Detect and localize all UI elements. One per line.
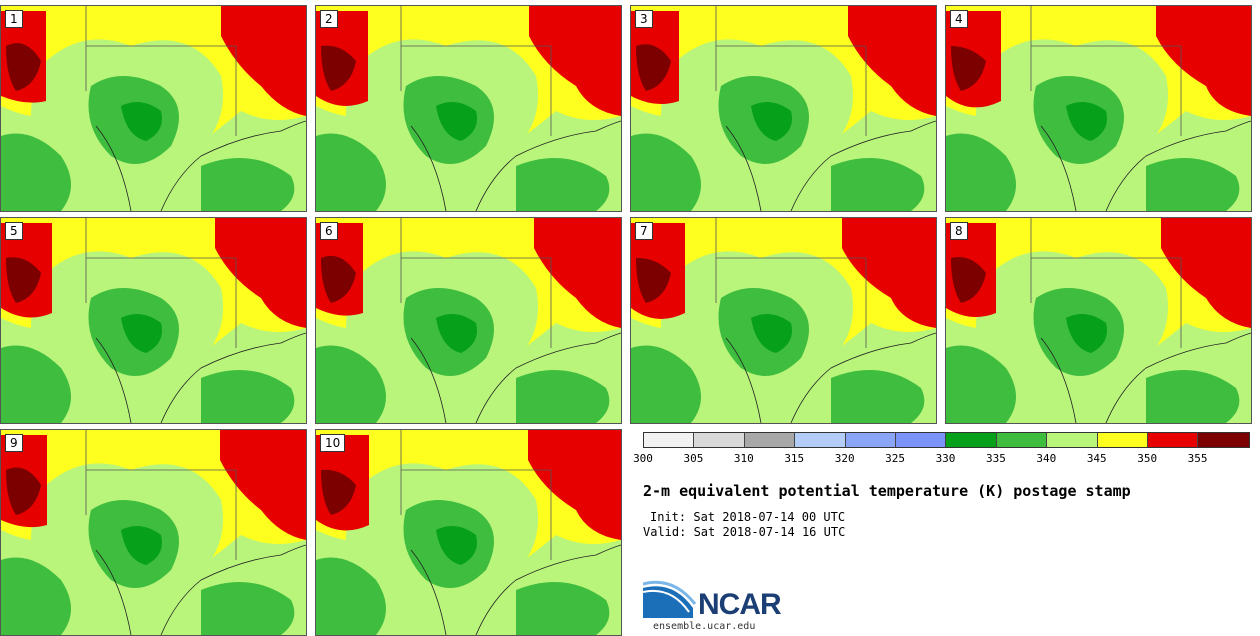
ensemble-member-panel: 9 <box>0 429 307 636</box>
colorbar-segment <box>946 433 997 447</box>
colorbar-tick-label: 340 <box>1036 452 1057 465</box>
colorbar-segment <box>1047 433 1098 447</box>
colorbar-segment <box>744 433 796 447</box>
ensemble-member-panel: 8 <box>945 217 1252 424</box>
colorbar-segment <box>644 433 695 447</box>
colorbar-tick-label: 300 <box>633 452 653 465</box>
member-number-label: 8 <box>950 222 968 240</box>
colorbar-tick-label: 320 <box>834 452 855 465</box>
valid-time: Valid: Sat 2018-07-14 16 UTC <box>643 525 846 539</box>
member-number-label: 6 <box>320 222 338 240</box>
member-number-label: 5 <box>5 222 23 240</box>
chart-title: 2-m equivalent potential temperature (K)… <box>643 482 1131 500</box>
member-number-label: 1 <box>5 10 23 28</box>
ensemble-member-panel: 3 <box>630 5 937 212</box>
colorbar-tick-label: 310 <box>733 452 754 465</box>
colorbar-segment <box>1148 433 1199 447</box>
logo-url[interactable]: ensemble.ucar.edu <box>653 621 756 632</box>
ensemble-member-panel: 2 <box>315 5 622 212</box>
colorbar-segment <box>845 433 897 447</box>
colorbar-tick-label: 335 <box>985 452 1006 465</box>
colorbar-tick-label: 315 <box>784 452 805 465</box>
colorbar-segment <box>694 433 745 447</box>
ensemble-member-panel: 4 <box>945 5 1252 212</box>
colorbar-segment <box>795 433 846 447</box>
member-number-label: 7 <box>635 222 653 240</box>
colorbar-tick-label: 330 <box>935 452 956 465</box>
ncar-logo-icon <box>643 580 697 618</box>
ensemble-member-panel: 6 <box>315 217 622 424</box>
ensemble-member-panel: 1 <box>0 5 307 212</box>
ensemble-member-panel: 7 <box>630 217 937 424</box>
init-time: Init: Sat 2018-07-14 00 UTC <box>650 510 846 524</box>
member-number-label: 9 <box>5 434 23 452</box>
ensemble-member-panel: 5 <box>0 217 307 424</box>
colorbar-tick-label: 355 <box>1187 452 1208 465</box>
member-number-label: 3 <box>635 10 653 28</box>
ncar-logo-text: NCAR <box>698 588 782 621</box>
colorbar-tick-label: 345 <box>1086 452 1107 465</box>
colorbar-tick-label: 350 <box>1137 452 1158 465</box>
colorbar-segment <box>996 433 1048 447</box>
colorbar-segment <box>1097 433 1149 447</box>
member-number-label: 4 <box>950 10 968 28</box>
colorbar-segment <box>1198 433 1249 447</box>
member-number-label: 2 <box>320 10 338 28</box>
member-number-label: 10 <box>320 434 346 452</box>
colorbar <box>643 432 1250 448</box>
colorbar-segment <box>896 433 947 447</box>
ensemble-member-panel: 10 <box>315 429 622 636</box>
colorbar-tick-label: 305 <box>683 452 704 465</box>
colorbar-tick-label: 325 <box>885 452 906 465</box>
